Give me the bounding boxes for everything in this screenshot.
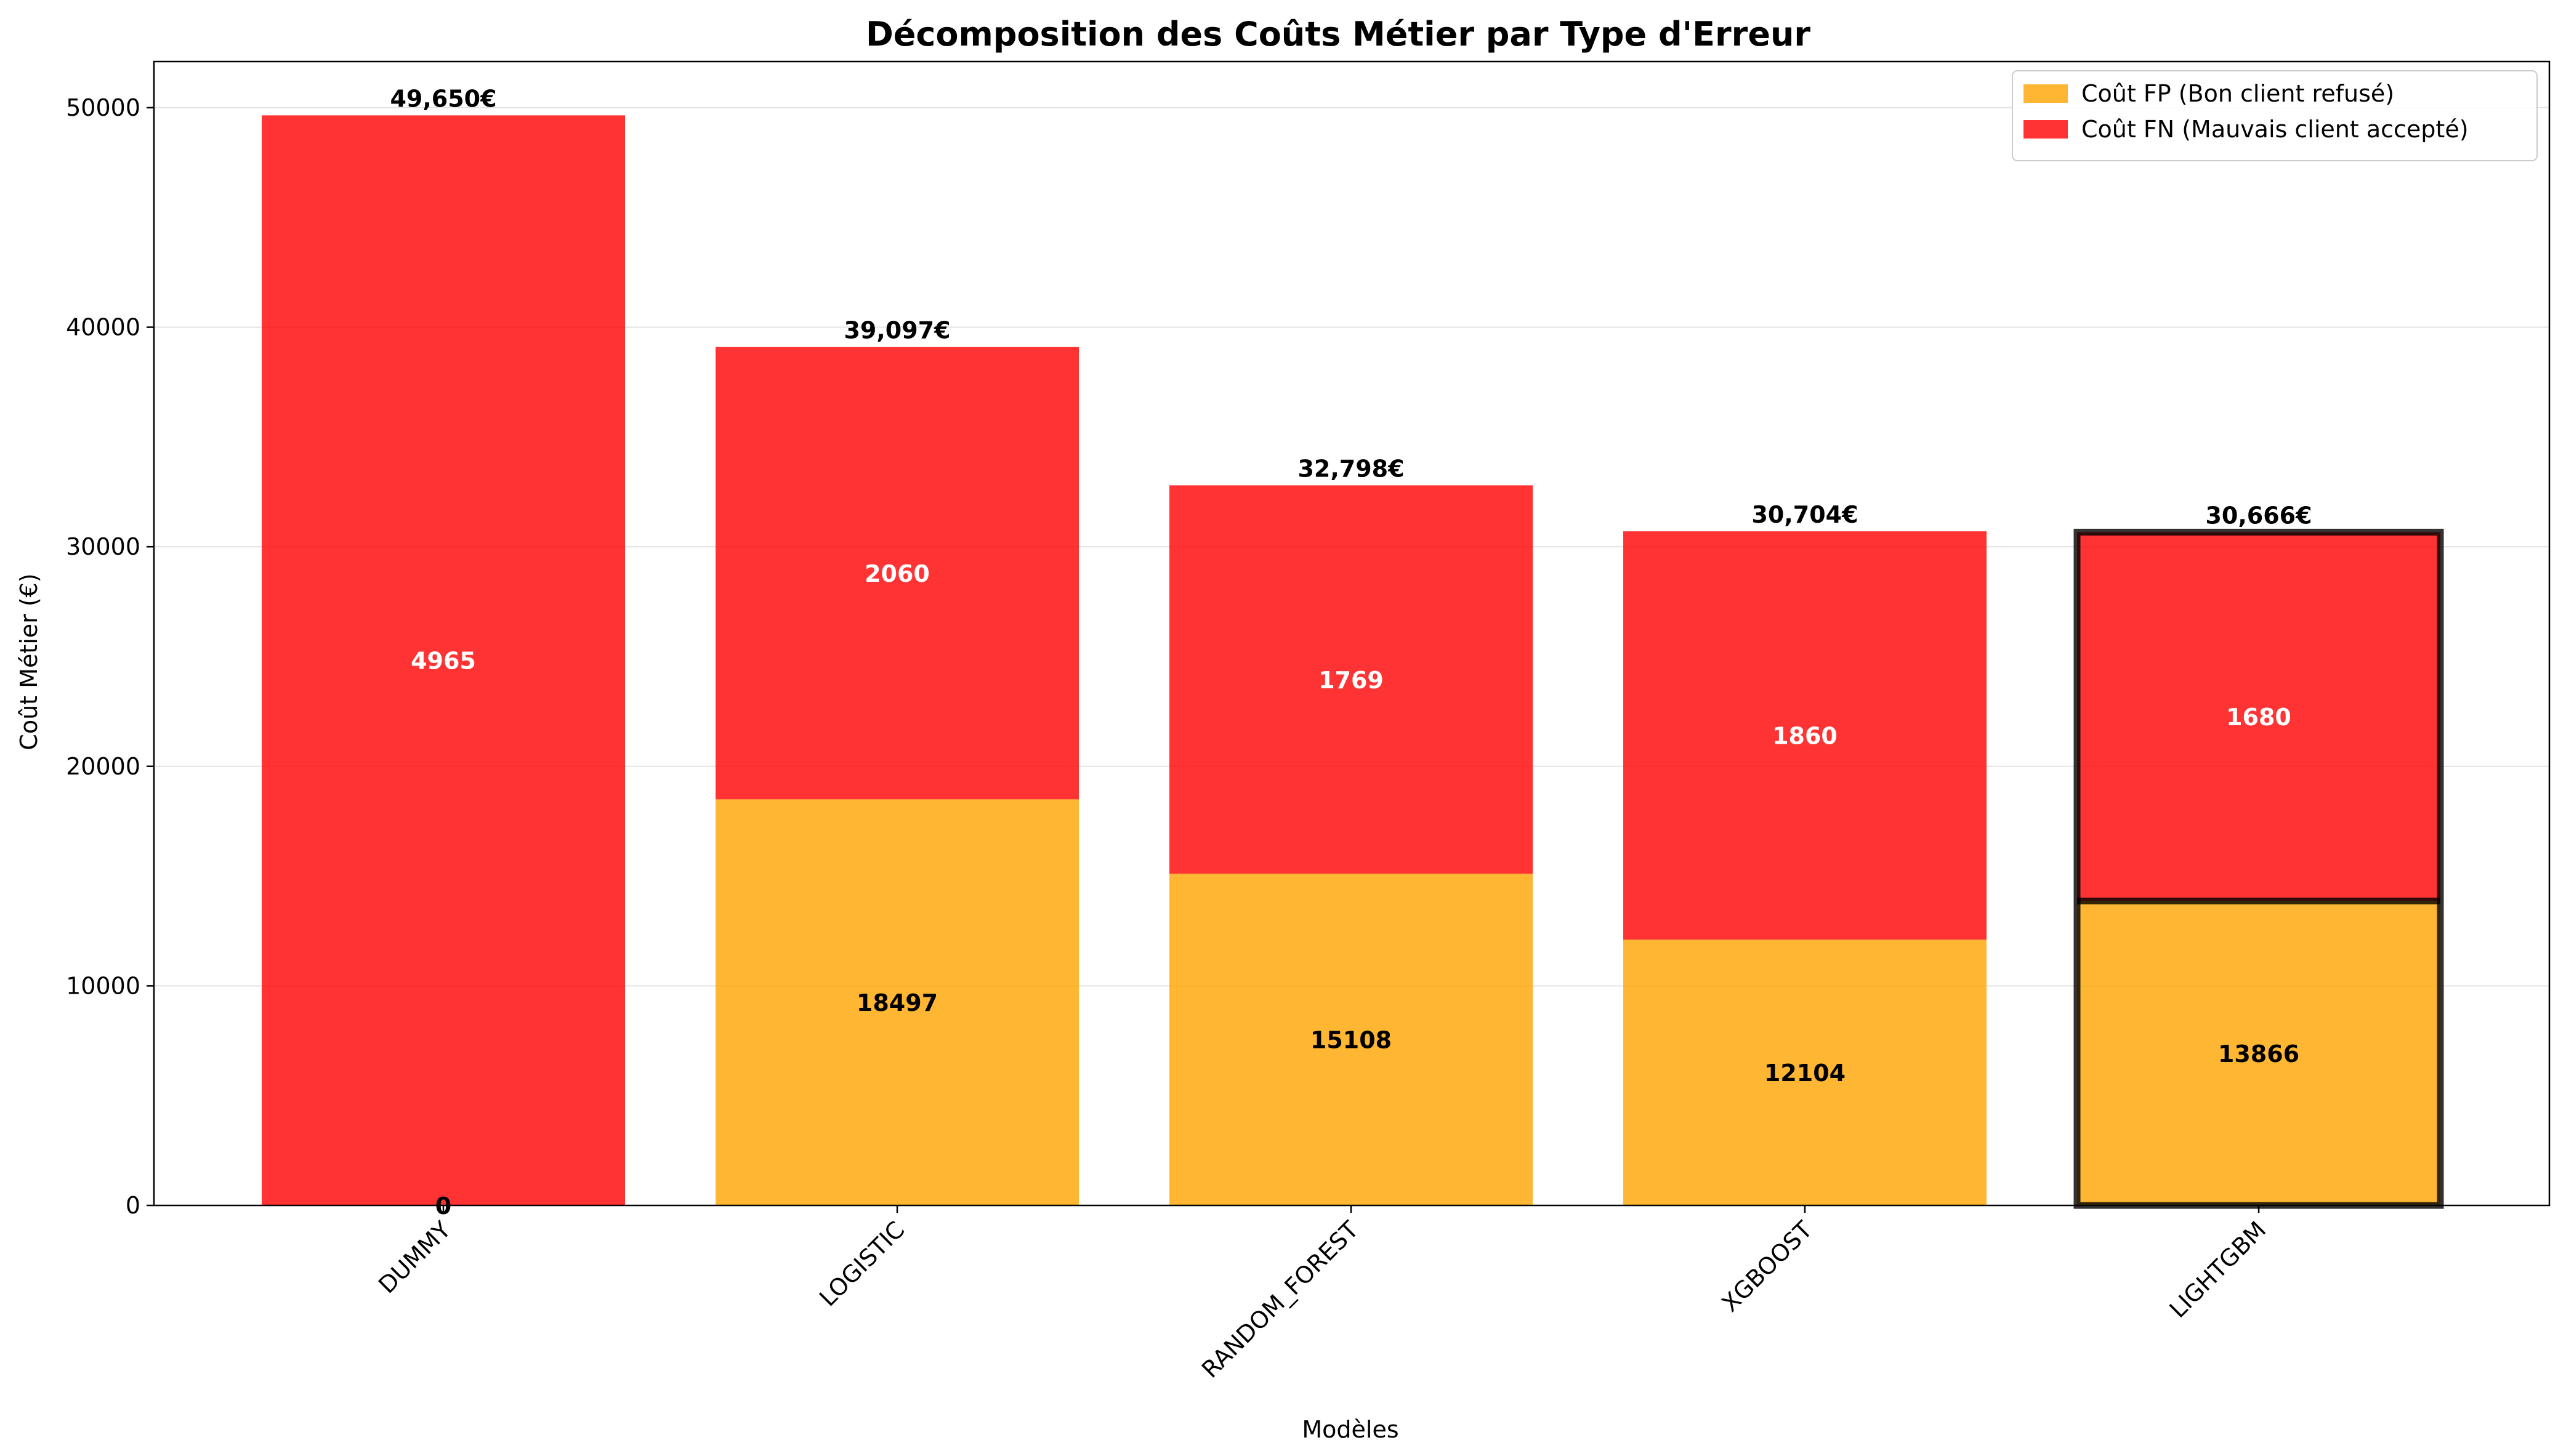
fn-value-label: 2060 — [865, 560, 930, 587]
legend-label: Coût FP (Bon client refusé) — [2081, 80, 2394, 107]
legend-label: Coût FN (Mauvais client accepté) — [2081, 116, 2469, 143]
fn-value-label: 4965 — [411, 648, 476, 675]
x-tick-label: DUMMY — [373, 1216, 456, 1299]
x-tick-label: RANDOM_FOREST — [1196, 1216, 1364, 1383]
bar-fp-random_forest — [1169, 874, 1533, 1205]
total-label: 39,097€ — [844, 317, 950, 344]
bar-fp-logistic — [716, 799, 1079, 1205]
fp-value-label: 15108 — [1310, 1027, 1392, 1054]
y-tick-label: 40000 — [66, 314, 140, 341]
y-tick-label: 50000 — [66, 94, 140, 121]
bar-fn-random_forest — [1169, 485, 1533, 874]
total-label: 49,650€ — [390, 85, 496, 112]
bar-fp-lightgbm — [2077, 901, 2440, 1205]
total-label: 30,704€ — [1751, 501, 1858, 528]
bar-fp-xgboost — [1623, 939, 1987, 1205]
legend-swatch — [2023, 84, 2068, 103]
bar-fn-xgboost — [1623, 531, 1987, 940]
y-axis-label: Coût Métier (€) — [15, 573, 42, 750]
bar-labels: 0 4965 49,650€ 18497 2060 39,097€ 15108 1769 32,… — [390, 85, 2312, 1220]
fn-value-label: 1860 — [1772, 723, 1838, 750]
bar-fn-logistic — [716, 347, 1079, 800]
x-tick-label: LIGHTGBM — [2164, 1216, 2271, 1323]
y-tick-label: 20000 — [66, 753, 140, 780]
bars — [262, 115, 2444, 1209]
fp-value-label: 13866 — [2218, 1040, 2299, 1068]
y-tick-label: 10000 — [66, 972, 140, 999]
chart-title: Décomposition des Coûts Métier par Type … — [866, 15, 1810, 54]
fp-value-label: 0 — [435, 1193, 451, 1220]
fp-value-label: 12104 — [1764, 1060, 1846, 1087]
y-tick-label: 30000 — [66, 533, 140, 560]
x-tick-label: LOGISTIC — [814, 1216, 910, 1311]
bar-fn-lightgbm — [2077, 532, 2440, 901]
legend: Coût FP (Bon client refusé) Coût FN (Mauv… — [2012, 70, 2538, 161]
fp-value-label: 18497 — [857, 989, 938, 1016]
legend-swatch — [2023, 120, 2068, 139]
total-label: 30,666€ — [2205, 502, 2312, 529]
fn-value-label: 1769 — [1318, 667, 1384, 694]
fn-value-label: 1680 — [2226, 704, 2291, 731]
total-label: 32,798€ — [1297, 455, 1404, 482]
bar-fn-dummy — [262, 115, 625, 1206]
legend-box — [2012, 70, 2538, 161]
y-tick-label: 0 — [126, 1192, 140, 1219]
x-tick-label: XGBOOST — [1716, 1216, 1818, 1317]
x-axis-label: Modèles — [1302, 1416, 1398, 1443]
